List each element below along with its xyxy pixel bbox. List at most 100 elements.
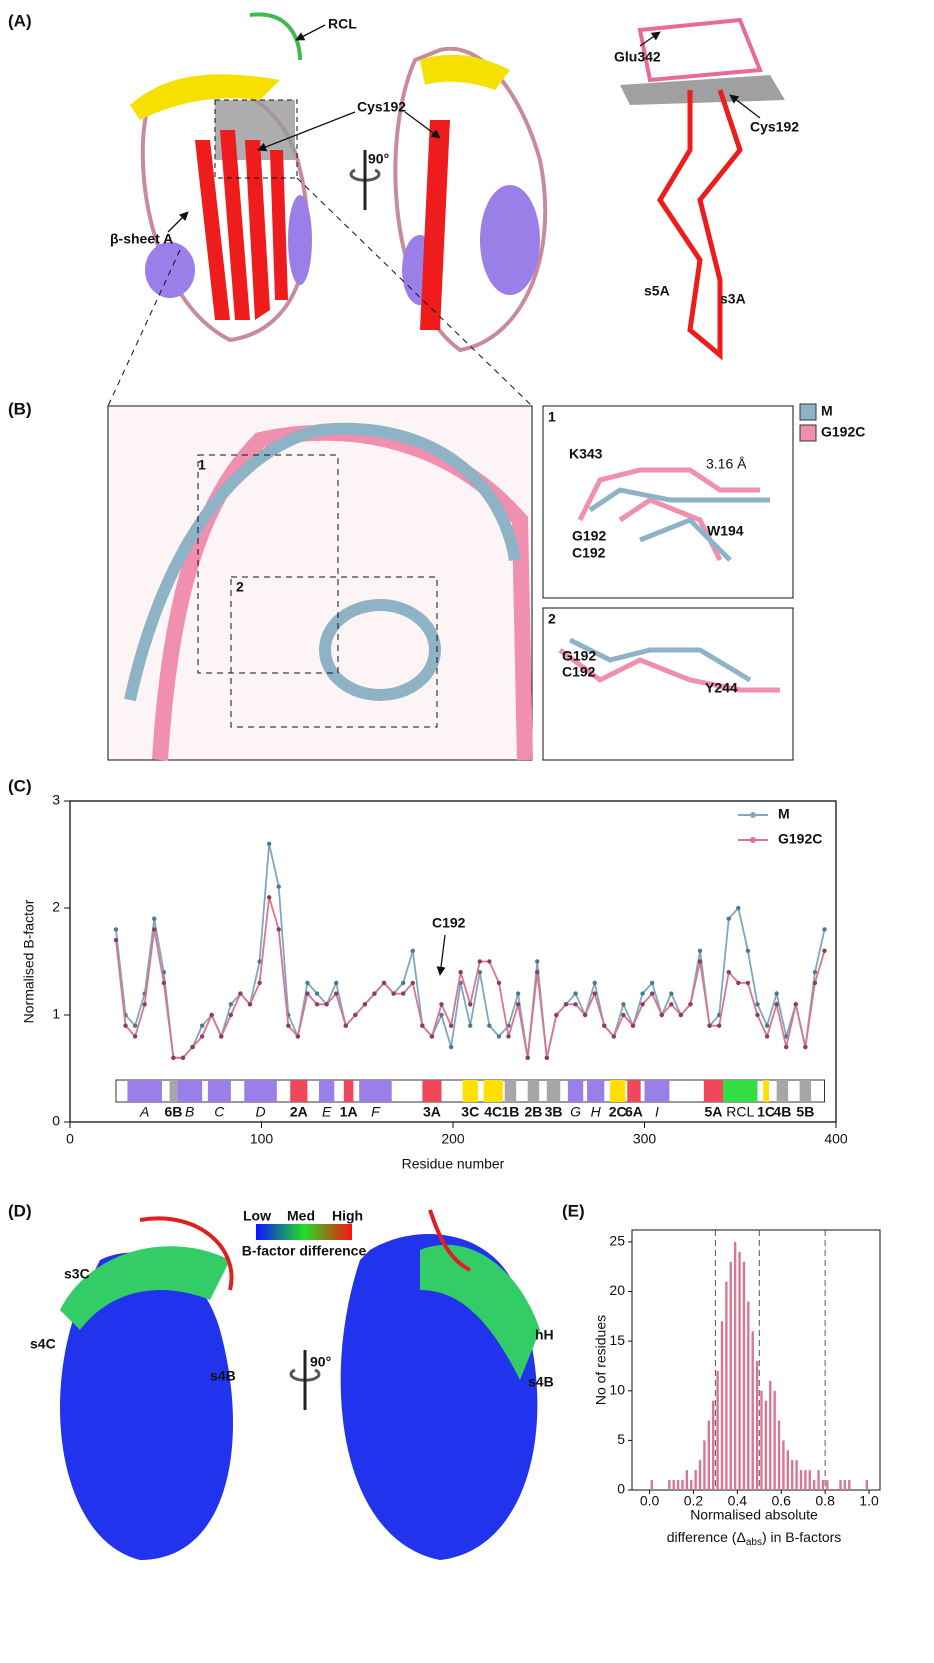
label: s4B bbox=[528, 1374, 554, 1390]
ss-element bbox=[483, 1080, 503, 1102]
data-point bbox=[506, 1034, 511, 1039]
label: G bbox=[570, 1104, 581, 1120]
label: High bbox=[332, 1208, 363, 1224]
hist-bar bbox=[804, 1470, 807, 1490]
hist-bar bbox=[716, 1370, 719, 1490]
label: C bbox=[214, 1104, 225, 1120]
label: (C) bbox=[8, 776, 32, 795]
hist-bar bbox=[808, 1470, 811, 1490]
label-part: ) in B-factors bbox=[762, 1529, 841, 1545]
label: 1 bbox=[198, 457, 206, 473]
label: 1B bbox=[501, 1104, 519, 1120]
data-point bbox=[649, 991, 655, 996]
label: Normalised B-factor bbox=[21, 899, 37, 1023]
data-point bbox=[448, 1023, 454, 1028]
label: 1 bbox=[548, 409, 556, 425]
data-point bbox=[477, 959, 483, 964]
data-point bbox=[812, 980, 818, 986]
hist-bar bbox=[690, 1480, 693, 1490]
label: Y244 bbox=[705, 680, 738, 696]
data-point bbox=[228, 1012, 234, 1018]
ss-element bbox=[422, 1080, 442, 1102]
data-point bbox=[401, 991, 406, 996]
data-point bbox=[132, 1034, 138, 1039]
label: 90° bbox=[310, 1354, 331, 1370]
data-point bbox=[276, 927, 281, 932]
data-point bbox=[697, 948, 703, 953]
label: 15 bbox=[609, 1332, 625, 1348]
label: Low bbox=[243, 1208, 271, 1224]
data-point bbox=[793, 1002, 798, 1007]
hist-bar bbox=[755, 1360, 759, 1490]
arrow bbox=[257, 111, 356, 152]
data-point bbox=[784, 1044, 789, 1050]
data-point bbox=[142, 1002, 147, 1007]
label: 0 bbox=[52, 1113, 60, 1129]
data-point bbox=[161, 980, 167, 986]
label: 2B bbox=[524, 1104, 542, 1120]
data-point bbox=[333, 980, 339, 986]
data-point bbox=[707, 1023, 712, 1028]
data-point bbox=[487, 1023, 492, 1028]
ss-element bbox=[177, 1080, 203, 1102]
label: 1A bbox=[340, 1104, 358, 1120]
ss-element bbox=[610, 1080, 626, 1102]
data-point bbox=[736, 905, 741, 911]
hist-bar bbox=[668, 1480, 671, 1490]
data-point bbox=[305, 980, 310, 986]
label: G192C bbox=[778, 831, 822, 847]
data-point bbox=[745, 948, 751, 953]
hist-bar bbox=[650, 1480, 653, 1490]
label: 3.16 Å bbox=[706, 456, 747, 472]
hist-bar bbox=[786, 1450, 790, 1490]
data-point bbox=[238, 991, 243, 996]
data-point bbox=[659, 1012, 664, 1018]
arrow bbox=[295, 24, 326, 41]
data-point bbox=[152, 927, 157, 932]
hist-bar bbox=[676, 1480, 680, 1490]
data-point bbox=[592, 991, 597, 996]
label: W194 bbox=[707, 523, 744, 539]
label: G192C bbox=[821, 424, 865, 440]
data-point bbox=[774, 1002, 779, 1007]
label: A bbox=[139, 1104, 149, 1120]
data-point bbox=[458, 970, 463, 975]
label: 1C bbox=[757, 1104, 775, 1120]
label: 2 bbox=[52, 899, 60, 915]
data-point bbox=[640, 1002, 645, 1007]
ss-element bbox=[343, 1080, 354, 1102]
label: s5A bbox=[644, 283, 670, 299]
hist-bar bbox=[725, 1281, 728, 1490]
label-part: difference (Δ bbox=[667, 1529, 746, 1545]
label: Cys192 bbox=[357, 99, 406, 115]
data-point bbox=[468, 1002, 473, 1007]
label: Glu342 bbox=[614, 49, 661, 65]
hist-bar bbox=[738, 1251, 741, 1490]
arrow bbox=[436, 934, 446, 976]
label: 0.2 bbox=[684, 1493, 704, 1509]
ss-element bbox=[359, 1080, 392, 1102]
hist-bar bbox=[712, 1400, 715, 1490]
data-point bbox=[726, 916, 731, 921]
data-point bbox=[190, 1044, 195, 1050]
label: 5A bbox=[704, 1104, 722, 1120]
label: Residue number bbox=[402, 1156, 505, 1172]
label: β-sheet A bbox=[110, 231, 173, 247]
data-point bbox=[439, 1012, 444, 1018]
ss-element bbox=[290, 1080, 308, 1102]
data-point bbox=[372, 991, 377, 996]
label: 0.6 bbox=[772, 1493, 792, 1509]
data-point bbox=[678, 1012, 684, 1018]
arrow bbox=[729, 94, 761, 119]
hist-bar bbox=[791, 1460, 794, 1490]
label: 3A bbox=[423, 1104, 441, 1120]
data-point bbox=[573, 991, 578, 996]
data-point bbox=[180, 1055, 186, 1061]
label: 100 bbox=[250, 1131, 274, 1147]
label: (E) bbox=[562, 1201, 585, 1220]
data-point bbox=[688, 1002, 693, 1007]
data-point bbox=[314, 991, 320, 996]
hist-bar bbox=[817, 1470, 820, 1490]
data-point bbox=[611, 1034, 617, 1039]
data-point bbox=[324, 1002, 329, 1007]
